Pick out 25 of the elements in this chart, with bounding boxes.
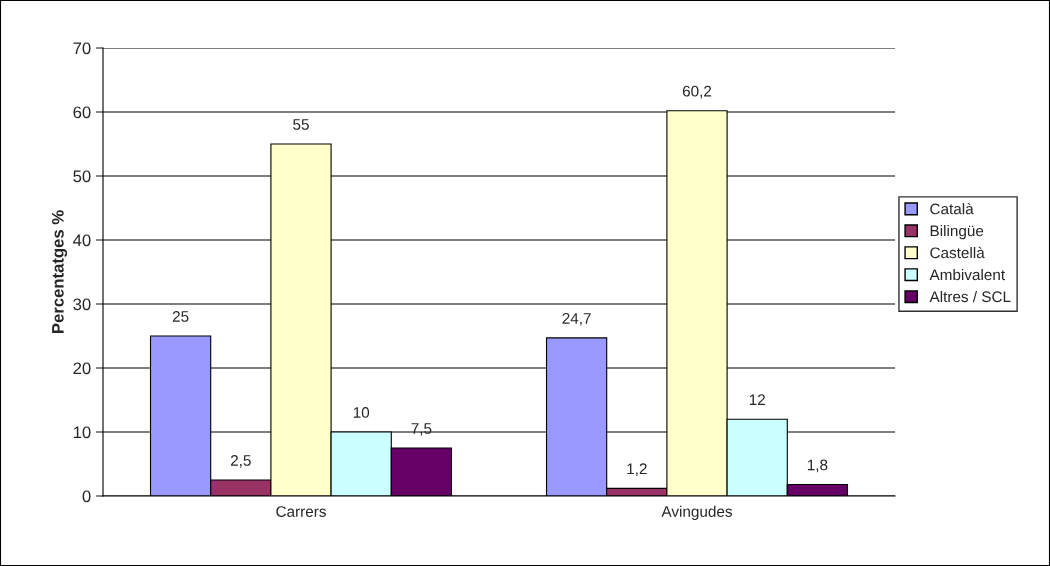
y-tick-label: 0 bbox=[82, 490, 91, 503]
data-label: 55 bbox=[293, 119, 309, 130]
data-label: 25 bbox=[172, 311, 189, 322]
legend-label: Altres / SCL bbox=[929, 290, 1011, 303]
y-axis-title: Percentatges % bbox=[51, 210, 68, 333]
y-tick-label: 50 bbox=[73, 170, 91, 183]
x-tick-label: Carrers bbox=[276, 506, 326, 517]
data-label: 1,8 bbox=[807, 459, 828, 473]
legend-label: Català bbox=[930, 202, 974, 215]
y-tick-label: 20 bbox=[73, 362, 91, 375]
y-tick-label: 60 bbox=[73, 106, 91, 119]
data-label: 24,7 bbox=[562, 312, 591, 326]
legend-label: Bilingüe bbox=[930, 225, 984, 240]
data-label: 2,5 bbox=[230, 455, 251, 468]
legend-label: Ambivalent bbox=[929, 268, 1005, 281]
y-tick-label: 40 bbox=[73, 234, 91, 247]
legend-label: Castellà bbox=[930, 246, 985, 259]
y-tick-label: 30 bbox=[73, 298, 91, 311]
x-tick-label: Avingudes bbox=[661, 505, 732, 520]
data-label: 1,2 bbox=[627, 463, 647, 476]
y-tick-label: 70 bbox=[73, 42, 91, 55]
y-tick-label: 10 bbox=[73, 426, 91, 439]
data-label: 10 bbox=[353, 407, 370, 418]
data-label: 60,2 bbox=[682, 85, 712, 99]
data-label: 12 bbox=[749, 394, 765, 405]
